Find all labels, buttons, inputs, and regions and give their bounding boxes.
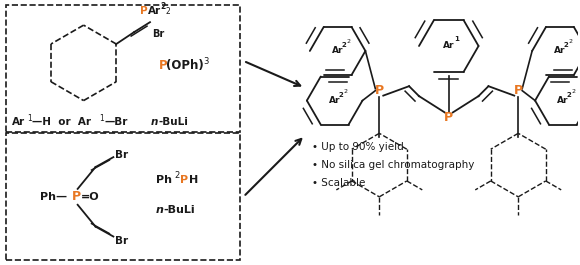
Text: 2: 2 <box>567 92 572 98</box>
Text: 1: 1 <box>454 36 459 42</box>
Text: Ar: Ar <box>554 46 566 55</box>
Text: —H  or  Ar: —H or Ar <box>32 117 91 127</box>
Text: Br: Br <box>152 29 164 39</box>
Text: Ph—: Ph— <box>40 192 67 202</box>
Text: 1: 1 <box>100 114 104 123</box>
Text: Ar: Ar <box>12 117 26 127</box>
Text: —Br: —Br <box>104 117 128 127</box>
Text: 2: 2 <box>339 92 343 98</box>
Text: P: P <box>140 6 148 16</box>
Text: 2: 2 <box>347 39 350 44</box>
Text: n: n <box>151 117 158 127</box>
Text: -BuLi: -BuLi <box>158 117 188 127</box>
Text: Ph: Ph <box>156 175 172 185</box>
Text: Br: Br <box>115 150 129 160</box>
Bar <box>6 133 240 260</box>
Text: P: P <box>72 190 81 203</box>
Text: 2: 2 <box>166 7 171 16</box>
Text: Ar: Ar <box>148 6 161 16</box>
Text: P: P <box>444 111 454 124</box>
Text: • No silica gel chromatography: • No silica gel chromatography <box>312 160 474 170</box>
Text: -BuLi: -BuLi <box>163 205 195 215</box>
Text: P: P <box>159 59 168 72</box>
Text: 2: 2 <box>174 171 179 180</box>
Text: P: P <box>180 175 188 185</box>
Text: 1: 1 <box>27 114 32 123</box>
Text: 2: 2 <box>160 2 165 11</box>
Text: Br: Br <box>115 236 129 246</box>
Text: Ar: Ar <box>332 46 343 55</box>
Text: n: n <box>156 205 164 215</box>
Bar <box>6 5 240 132</box>
Text: H: H <box>188 175 198 185</box>
Text: • Scalable: • Scalable <box>312 178 365 188</box>
Text: P: P <box>514 84 523 97</box>
Text: P: P <box>375 84 384 97</box>
Text: 2: 2 <box>564 42 568 48</box>
Text: (OPh): (OPh) <box>166 59 204 72</box>
Text: =O: =O <box>81 192 99 202</box>
Text: 2: 2 <box>342 42 346 48</box>
Text: Ar: Ar <box>443 42 455 51</box>
Text: 2: 2 <box>343 89 347 94</box>
Text: 2: 2 <box>572 89 576 94</box>
Text: • Up to 90% yield: • Up to 90% yield <box>312 142 404 152</box>
Text: Ar: Ar <box>329 96 340 105</box>
Text: 2: 2 <box>569 39 573 44</box>
Text: Ar: Ar <box>557 96 568 105</box>
Text: 3: 3 <box>204 58 209 66</box>
